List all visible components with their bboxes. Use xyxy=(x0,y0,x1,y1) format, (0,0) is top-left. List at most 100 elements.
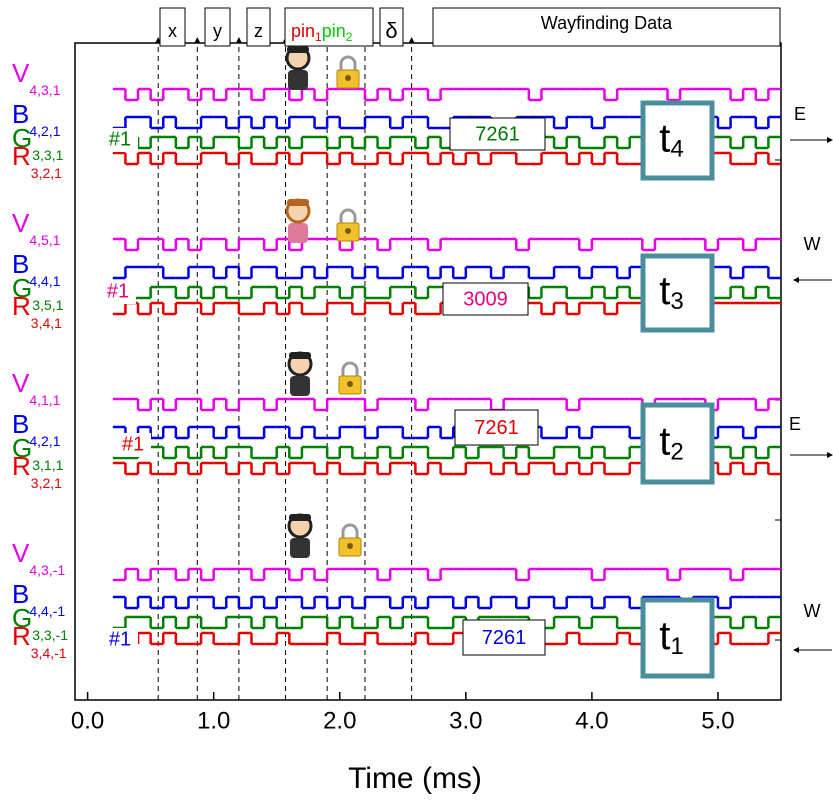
time-name: t xyxy=(659,419,670,463)
x-tick-label: 2.0 xyxy=(323,707,356,734)
series-subscript: 3,1,1 xyxy=(32,457,63,473)
series-label: B4,2,1 xyxy=(12,409,61,449)
icon-body xyxy=(290,538,310,558)
code-box xyxy=(442,282,529,316)
lock-shackle xyxy=(341,361,359,376)
time-subscript: 2 xyxy=(670,439,683,466)
time-subscript: 3 xyxy=(670,288,683,315)
series-subscript: 4,1,1 xyxy=(29,392,60,408)
series-subscript: 4,2,1 xyxy=(29,433,60,449)
time-label: t1 xyxy=(659,614,683,661)
icon-hair xyxy=(289,352,311,359)
field-part: pin xyxy=(322,21,346,41)
icon-body xyxy=(288,70,308,90)
series-subscript: 4,2,1 xyxy=(29,123,60,139)
time-box xyxy=(640,253,715,333)
series-subscript: 4,4,1 xyxy=(29,273,60,289)
series-subscript: 3,3,-1 xyxy=(32,627,68,643)
code-label: 7261 xyxy=(475,123,520,145)
time-box xyxy=(640,402,715,485)
tag-label: #1 xyxy=(107,280,129,302)
code-box xyxy=(454,409,539,446)
series-name: G xyxy=(12,433,32,463)
field-subscript: 2 xyxy=(346,30,353,44)
series-subscript: 3,4,-1 xyxy=(31,645,67,661)
series-label: V4,3,1 xyxy=(12,58,61,98)
series-name: R xyxy=(12,141,31,171)
tag-bg xyxy=(102,628,138,652)
x-tick-label: 5.0 xyxy=(701,707,734,734)
series-subscript: 3,3,1 xyxy=(32,147,63,163)
x-axis-title: Time (ms) xyxy=(348,762,482,795)
time-label: t4 xyxy=(659,116,683,163)
time-name: t xyxy=(659,614,670,658)
series-name: V xyxy=(12,538,30,568)
icon-body xyxy=(290,376,310,396)
series-name: B xyxy=(12,579,29,609)
series-label: G3,3,-1 xyxy=(12,603,68,643)
plot-frame xyxy=(74,42,782,701)
series-name: B xyxy=(12,409,29,439)
field-box xyxy=(379,7,404,47)
field-label: Wayfinding Data xyxy=(541,13,673,33)
lock-shackle xyxy=(339,55,357,70)
time-box xyxy=(640,597,715,679)
tag-label: #1 xyxy=(109,628,131,650)
series-label: G3,1,1 xyxy=(12,433,64,473)
series-name: G xyxy=(12,123,32,153)
field-box xyxy=(284,7,374,47)
series-label: B4,4,1 xyxy=(12,249,61,289)
series-label: G3,3,1 xyxy=(12,123,64,163)
lock-icon xyxy=(338,361,362,395)
time-subscript: 1 xyxy=(670,633,683,660)
tag-label: #1 xyxy=(109,128,131,150)
x-tick-label: 4.0 xyxy=(575,707,608,734)
series-label: R3,2,1 xyxy=(12,141,62,181)
series-subscript: 4,5,1 xyxy=(29,232,60,248)
lock-hole xyxy=(345,75,351,81)
field-box xyxy=(246,7,271,47)
series-name: B xyxy=(12,249,29,279)
series-label: V4,3,-1 xyxy=(12,538,65,578)
lock-icon xyxy=(336,208,360,242)
series-label: B4,2,1 xyxy=(12,99,61,139)
series-label: V4,1,1 xyxy=(12,368,61,408)
user-icon xyxy=(285,45,311,90)
field-part: pin xyxy=(291,21,315,41)
series-name: G xyxy=(12,603,32,633)
time-box xyxy=(640,100,715,181)
field-label: x xyxy=(168,21,177,41)
direction-label: W xyxy=(804,234,821,254)
series-name: R xyxy=(12,451,31,481)
lock-shackle xyxy=(341,523,359,538)
lock-hole xyxy=(345,228,351,234)
x-tick-label: 0.0 xyxy=(71,707,104,734)
direction-label: W xyxy=(804,601,821,621)
series-subscript: 3,2,1 xyxy=(31,165,62,181)
direction-label: E xyxy=(789,414,801,434)
series-subscript: 3,5,1 xyxy=(32,297,63,313)
icon-body xyxy=(288,223,308,243)
lock-hole xyxy=(347,543,353,549)
field-label: pin1pin2 xyxy=(291,21,353,44)
series-label: R3,2,1 xyxy=(12,451,62,491)
user-icon xyxy=(287,513,313,558)
code-box xyxy=(449,117,546,151)
series-name: G xyxy=(12,273,32,303)
series-name: R xyxy=(12,621,31,651)
series-label: V4,5,1 xyxy=(12,208,61,248)
time-name: t xyxy=(659,269,670,313)
lock-icon xyxy=(336,55,360,89)
series-subscript: 3,4,1 xyxy=(31,315,62,331)
field-label: δ xyxy=(385,18,397,43)
code-label: 7261 xyxy=(482,627,527,649)
series-label: G3,5,1 xyxy=(12,273,64,313)
field-box xyxy=(432,7,781,47)
time-label: t3 xyxy=(659,269,683,316)
field-box xyxy=(204,7,231,47)
series-name: R xyxy=(12,291,31,321)
series-subscript: 4,3,1 xyxy=(29,82,60,98)
series-name: V xyxy=(12,208,30,238)
icon-hair xyxy=(287,199,309,206)
